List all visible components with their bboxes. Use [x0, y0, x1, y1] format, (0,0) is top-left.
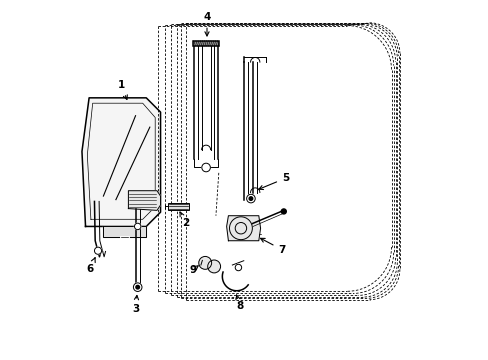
Bar — [167, 203, 189, 210]
Circle shape — [134, 223, 141, 230]
Text: 2: 2 — [180, 212, 189, 228]
Text: 7: 7 — [260, 238, 285, 255]
Text: 5: 5 — [259, 173, 288, 189]
Circle shape — [198, 256, 211, 269]
Circle shape — [207, 260, 220, 273]
Bar — [192, 41, 219, 46]
Text: 1: 1 — [118, 80, 127, 99]
Circle shape — [235, 264, 241, 271]
Circle shape — [94, 247, 102, 254]
Polygon shape — [82, 98, 160, 226]
Text: 4: 4 — [203, 13, 210, 36]
Circle shape — [229, 217, 252, 240]
Circle shape — [281, 209, 285, 214]
Polygon shape — [128, 191, 160, 210]
Circle shape — [248, 197, 252, 201]
Text: 8: 8 — [235, 295, 243, 311]
Polygon shape — [103, 226, 146, 237]
Circle shape — [136, 285, 139, 289]
Circle shape — [246, 194, 255, 203]
Circle shape — [202, 163, 210, 172]
Text: 9: 9 — [189, 265, 199, 275]
Text: 3: 3 — [132, 296, 139, 314]
Circle shape — [133, 283, 142, 292]
Polygon shape — [226, 216, 260, 241]
Text: 6: 6 — [86, 258, 95, 274]
